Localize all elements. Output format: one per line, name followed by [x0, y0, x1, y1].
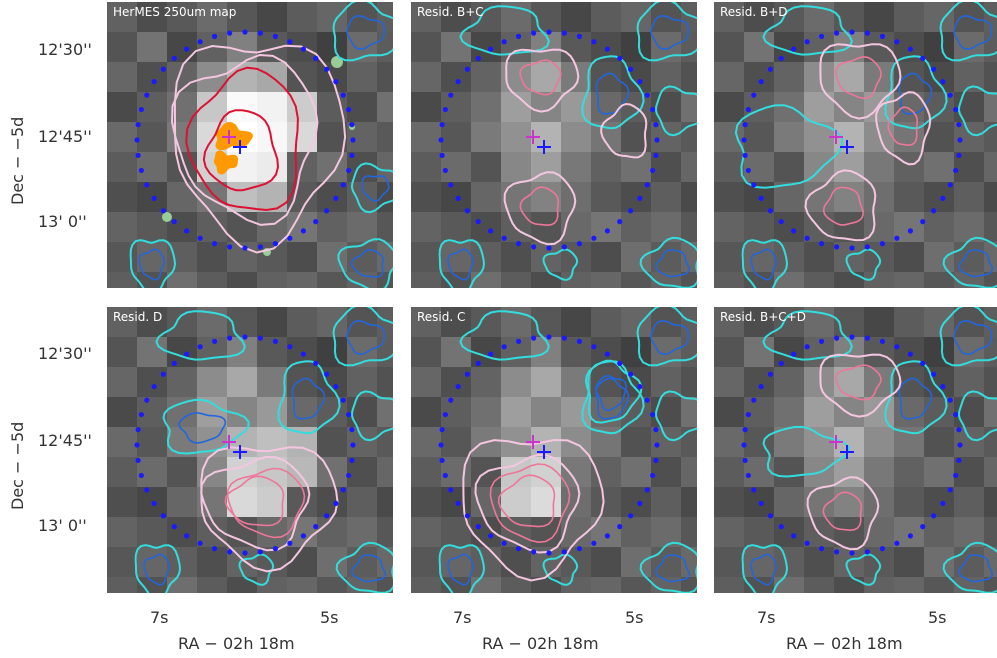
negative-contours — [129, 2, 393, 288]
positive-contours — [462, 438, 605, 582]
positive-contours — [804, 43, 932, 242]
x-tick-col1-5s: 5s — [320, 608, 339, 627]
blue-cross-marker — [233, 140, 247, 154]
grayscale-map — [107, 2, 393, 288]
aperture-circle — [134, 29, 356, 251]
x-tick-col3-5s: 5s — [928, 608, 947, 627]
x-axis-label-col1: RA − 02h 18m — [178, 634, 295, 653]
aperture-circle — [134, 334, 356, 556]
y-tick-bottom-3: 13' 0'' — [38, 516, 87, 535]
blue-cross-marker — [537, 140, 551, 154]
aperture-circle — [438, 29, 660, 251]
x-tick-col2-5s: 5s — [625, 608, 644, 627]
y-tick-top-2: 12'45'' — [38, 127, 92, 146]
x-tick-col2-7s: 7s — [453, 608, 472, 627]
y-axis-label-top: Dec − −5d — [8, 116, 27, 205]
negative-contours — [438, 2, 697, 288]
panel-label: Resid. D — [113, 310, 163, 324]
blue-cross-marker — [840, 445, 854, 459]
strong-contours — [185, 66, 299, 212]
magenta-cross-marker — [829, 130, 843, 144]
panel-4-art — [107, 307, 393, 593]
blue-cross-marker — [840, 140, 854, 154]
panel-1-art — [107, 2, 393, 288]
magenta-cross-marker — [222, 435, 236, 449]
grayscale-map — [411, 2, 697, 288]
positive-contours — [806, 353, 902, 551]
panel-resid-c: Resid. C — [411, 307, 697, 593]
positive-contours — [170, 44, 347, 254]
grayscale-map — [714, 307, 997, 593]
magenta-cross-marker — [222, 130, 236, 144]
panel-image — [411, 307, 697, 593]
panel-label: Resid. B+D — [720, 5, 788, 19]
panel-resid-b-c-d: Resid. B+C+D — [714, 307, 997, 593]
y-tick-bottom-2: 12'45'' — [38, 431, 92, 450]
panel-6-art — [714, 307, 997, 593]
grayscale-map — [411, 307, 697, 593]
grayscale-map — [714, 2, 997, 288]
aperture-circle — [741, 334, 963, 556]
panel-resid-b-d: Resid. B+D — [714, 2, 997, 288]
y-tick-top-1: 12'30'' — [38, 40, 92, 59]
panel-image — [714, 307, 997, 593]
panel-label: HerMES 250um map — [113, 5, 237, 19]
panel-image — [107, 2, 393, 288]
y-tick-bottom-1: 12'30'' — [38, 344, 92, 363]
aperture-circle — [438, 334, 660, 556]
panel-label: Resid. C — [417, 310, 466, 324]
panel-3-art — [714, 2, 997, 288]
panel-resid-b-c: Resid. B+C — [411, 2, 697, 288]
panel-label: Resid. B+C+D — [720, 310, 806, 324]
x-tick-col1-7s: 7s — [150, 608, 169, 627]
blue-cross-marker — [537, 445, 551, 459]
x-axis-label-col3: RA − 02h 18m — [786, 634, 903, 653]
aperture-circle — [741, 29, 963, 251]
magenta-cross-marker — [526, 130, 540, 144]
panel-image — [714, 2, 997, 288]
y-axis-label-bottom: Dec − −5d — [8, 421, 27, 510]
negative-contours — [134, 307, 393, 593]
panel-label: Resid. B+C — [417, 5, 484, 19]
panel-resid-d: Resid. D — [107, 307, 393, 593]
x-tick-col3-7s: 7s — [757, 608, 776, 627]
negative-contours — [734, 2, 997, 288]
magenta-cross-marker — [829, 435, 843, 449]
panel-hermes-250um-map: HerMES 250um map — [107, 2, 393, 288]
positive-contours — [200, 446, 339, 573]
blue-cross-marker — [233, 445, 247, 459]
panel-2-art — [411, 2, 697, 288]
panel-5-art — [411, 307, 697, 593]
positive-contours — [503, 48, 648, 246]
negative-contours — [438, 307, 697, 593]
panel-image — [411, 2, 697, 288]
y-tick-top-3: 13' 0'' — [38, 212, 87, 231]
panel-image — [107, 307, 393, 593]
magenta-cross-marker — [526, 435, 540, 449]
x-axis-label-col2: RA − 02h 18m — [482, 634, 599, 653]
